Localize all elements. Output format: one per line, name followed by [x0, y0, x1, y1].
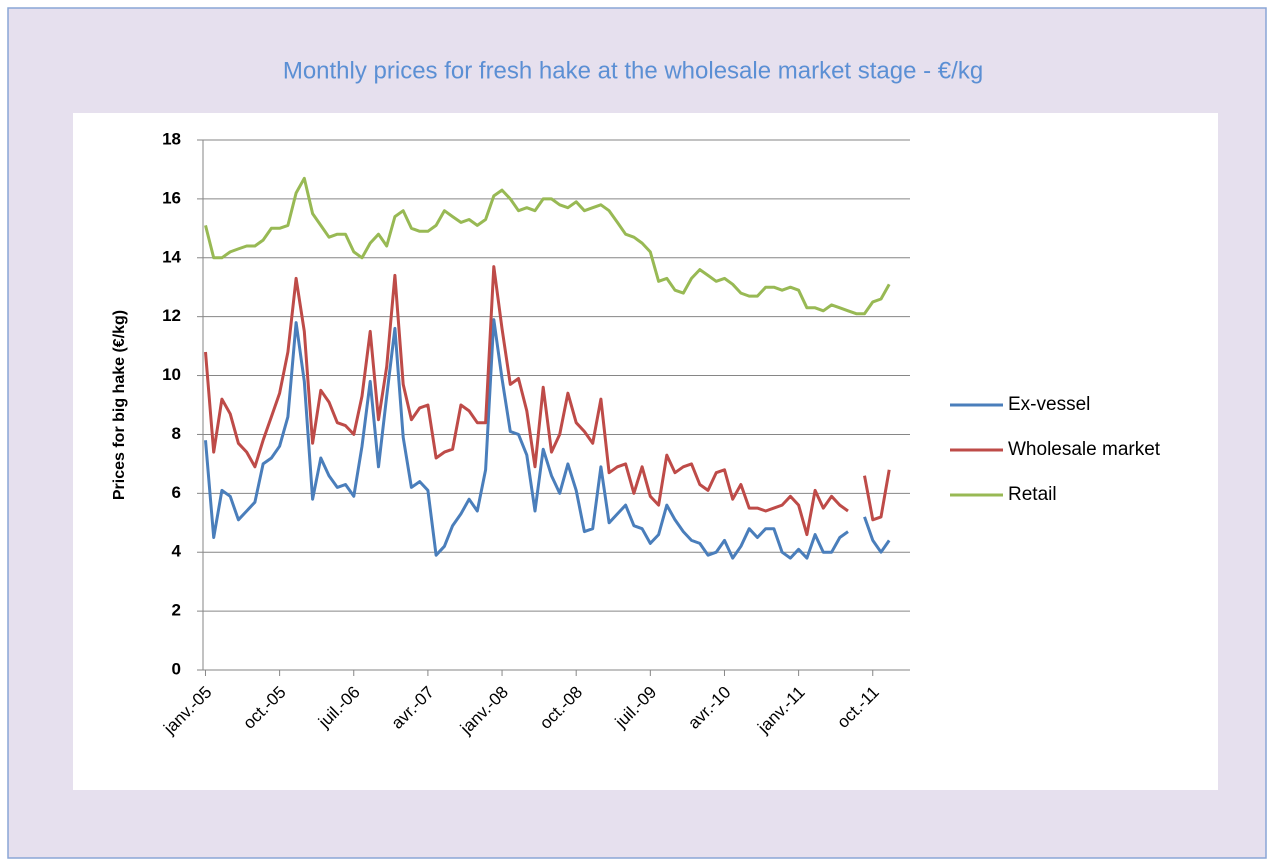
series-line: [204, 265, 891, 537]
plot-panel: [73, 113, 1218, 790]
y-tick-label: 12: [162, 306, 181, 325]
legend-label: Retail: [1008, 484, 1057, 505]
y-tick-label: 6: [172, 483, 181, 502]
series-line: [204, 176, 891, 316]
y-tick-label: 4: [172, 542, 182, 561]
y-tick-label: 2: [172, 601, 181, 620]
y-tick-label: 10: [162, 365, 181, 384]
legend-label: Ex-vessel: [1008, 394, 1090, 415]
y-tick-label: 0: [172, 659, 181, 678]
series-line: [204, 318, 891, 560]
y-tick-label: 14: [162, 247, 181, 266]
y-tick-label: 18: [162, 129, 181, 148]
legend-label: Wholesale market: [1008, 439, 1161, 460]
y-tick-label: 16: [162, 188, 181, 207]
y-tick-label: 8: [172, 424, 181, 443]
chart-title: Monthly prices for fresh hake at the who…: [283, 57, 983, 84]
y-axis-label: Prices for big hake (€/kg): [111, 310, 128, 500]
